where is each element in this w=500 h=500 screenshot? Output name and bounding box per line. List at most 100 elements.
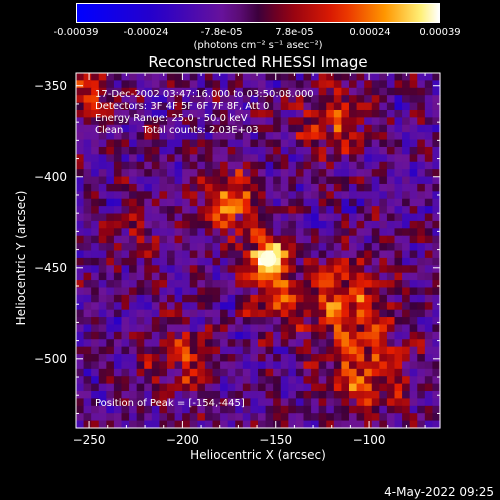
heatmap-cell <box>386 376 396 385</box>
heatmap-cell <box>98 420 107 429</box>
heatmap-cell <box>121 405 130 414</box>
heatmap-cell <box>121 376 130 385</box>
heatmap-cell <box>326 161 335 170</box>
heatmap-cell <box>326 124 335 133</box>
heatmap-cell <box>265 220 274 229</box>
heatmap-cell <box>424 206 434 215</box>
heatmap-cell <box>151 391 161 400</box>
heatmap-cell <box>318 339 327 348</box>
heatmap-cell <box>402 331 411 340</box>
heatmap-cell <box>113 102 123 111</box>
heatmap-cell <box>212 294 221 303</box>
heatmap-cell <box>197 354 206 363</box>
heatmap-cell <box>235 361 244 370</box>
heatmap-cell <box>159 124 168 133</box>
heatmap-cell <box>227 109 236 118</box>
heatmap-cell <box>167 317 176 326</box>
heatmap-cell <box>364 109 373 118</box>
heatmap-cell <box>326 354 335 363</box>
heatmap-cell <box>159 383 168 392</box>
heatmap-cell <box>136 139 145 148</box>
heatmap-cell <box>417 376 426 385</box>
heatmap-cell <box>129 124 138 133</box>
heatmap-cell <box>106 109 115 118</box>
heatmap-cell <box>402 346 411 355</box>
heatmap-cell <box>394 250 403 259</box>
heatmap-cell <box>235 250 244 259</box>
heatmap-cell <box>250 331 259 340</box>
heatmap-cell <box>182 146 191 155</box>
heatmap-cell <box>371 146 380 155</box>
heatmap-cell <box>364 206 373 215</box>
heatmap-cell <box>121 198 130 207</box>
heatmap-cell <box>242 117 252 126</box>
heatmap-cell <box>189 361 198 370</box>
heatmap-cell <box>318 198 327 207</box>
heatmap-cell <box>91 139 100 148</box>
heatmap-cell <box>144 95 153 104</box>
heatmap-cell <box>402 228 411 237</box>
heatmap-cell <box>349 331 358 340</box>
heatmap-cell <box>394 309 403 318</box>
heatmap-cell <box>288 87 297 96</box>
heatmap-cell <box>167 413 176 422</box>
heatmap-cell <box>295 169 305 178</box>
heatmap-cell <box>189 354 198 363</box>
heatmap-cell <box>83 331 92 340</box>
heatmap-cell <box>197 361 206 370</box>
heatmap-cell <box>424 405 434 414</box>
heatmap-cell <box>129 169 138 178</box>
heatmap-cell <box>349 132 358 141</box>
heatmap-cell <box>174 272 183 281</box>
heatmap-cell <box>364 228 373 237</box>
heatmap-cell <box>265 146 274 155</box>
heatmap-cell <box>265 346 274 355</box>
heatmap-cell <box>204 339 214 348</box>
heatmap-cell <box>144 405 153 414</box>
heatmap-cell <box>242 287 252 296</box>
heatmap-cell <box>189 317 198 326</box>
heatmap-cell <box>220 102 229 111</box>
heatmap-cell <box>212 228 221 237</box>
heatmap-cell <box>113 361 123 370</box>
heatmap-cell <box>235 405 244 414</box>
heatmap-cell <box>106 132 115 141</box>
heatmap-cell <box>371 398 380 407</box>
heatmap-cell <box>91 198 100 207</box>
heatmap-cell <box>333 198 343 207</box>
heatmap-cell <box>83 139 92 148</box>
heatmap-cell <box>151 102 161 111</box>
heatmap-cell <box>303 265 312 274</box>
heatmap-cell <box>280 146 289 155</box>
heatmap-cell <box>189 383 198 392</box>
heatmap-cell <box>151 398 161 407</box>
heatmap-cell <box>341 265 350 274</box>
heatmap-cell <box>424 87 434 96</box>
heatmap-cell <box>349 228 358 237</box>
heatmap-cell <box>167 257 176 266</box>
heatmap-cell <box>394 294 403 303</box>
heatmap-cell <box>280 213 289 222</box>
heatmap-cell <box>167 191 176 200</box>
heatmap-cell <box>113 272 123 281</box>
heatmap-cell <box>303 80 312 89</box>
heatmap-cell <box>159 361 168 370</box>
heatmap-cell <box>189 272 198 281</box>
heatmap-cell <box>318 87 327 96</box>
heatmap-cell <box>417 383 426 392</box>
heatmap-cell <box>409 272 418 281</box>
heatmap-cell <box>371 132 380 141</box>
heatmap-cell <box>98 346 107 355</box>
heatmap-cell <box>106 257 115 266</box>
heatmap-cell <box>295 250 305 259</box>
heatmap-cell <box>265 413 274 422</box>
heatmap-cell <box>129 339 138 348</box>
heatmap-cell <box>151 309 161 318</box>
heatmap-cell <box>159 213 168 222</box>
heatmap-cell <box>212 220 221 229</box>
heatmap-cell <box>379 294 388 303</box>
heatmap-cell <box>288 331 297 340</box>
heatmap-cell <box>98 220 107 229</box>
heatmap-cell <box>91 80 100 89</box>
heatmap-cell <box>151 80 161 89</box>
